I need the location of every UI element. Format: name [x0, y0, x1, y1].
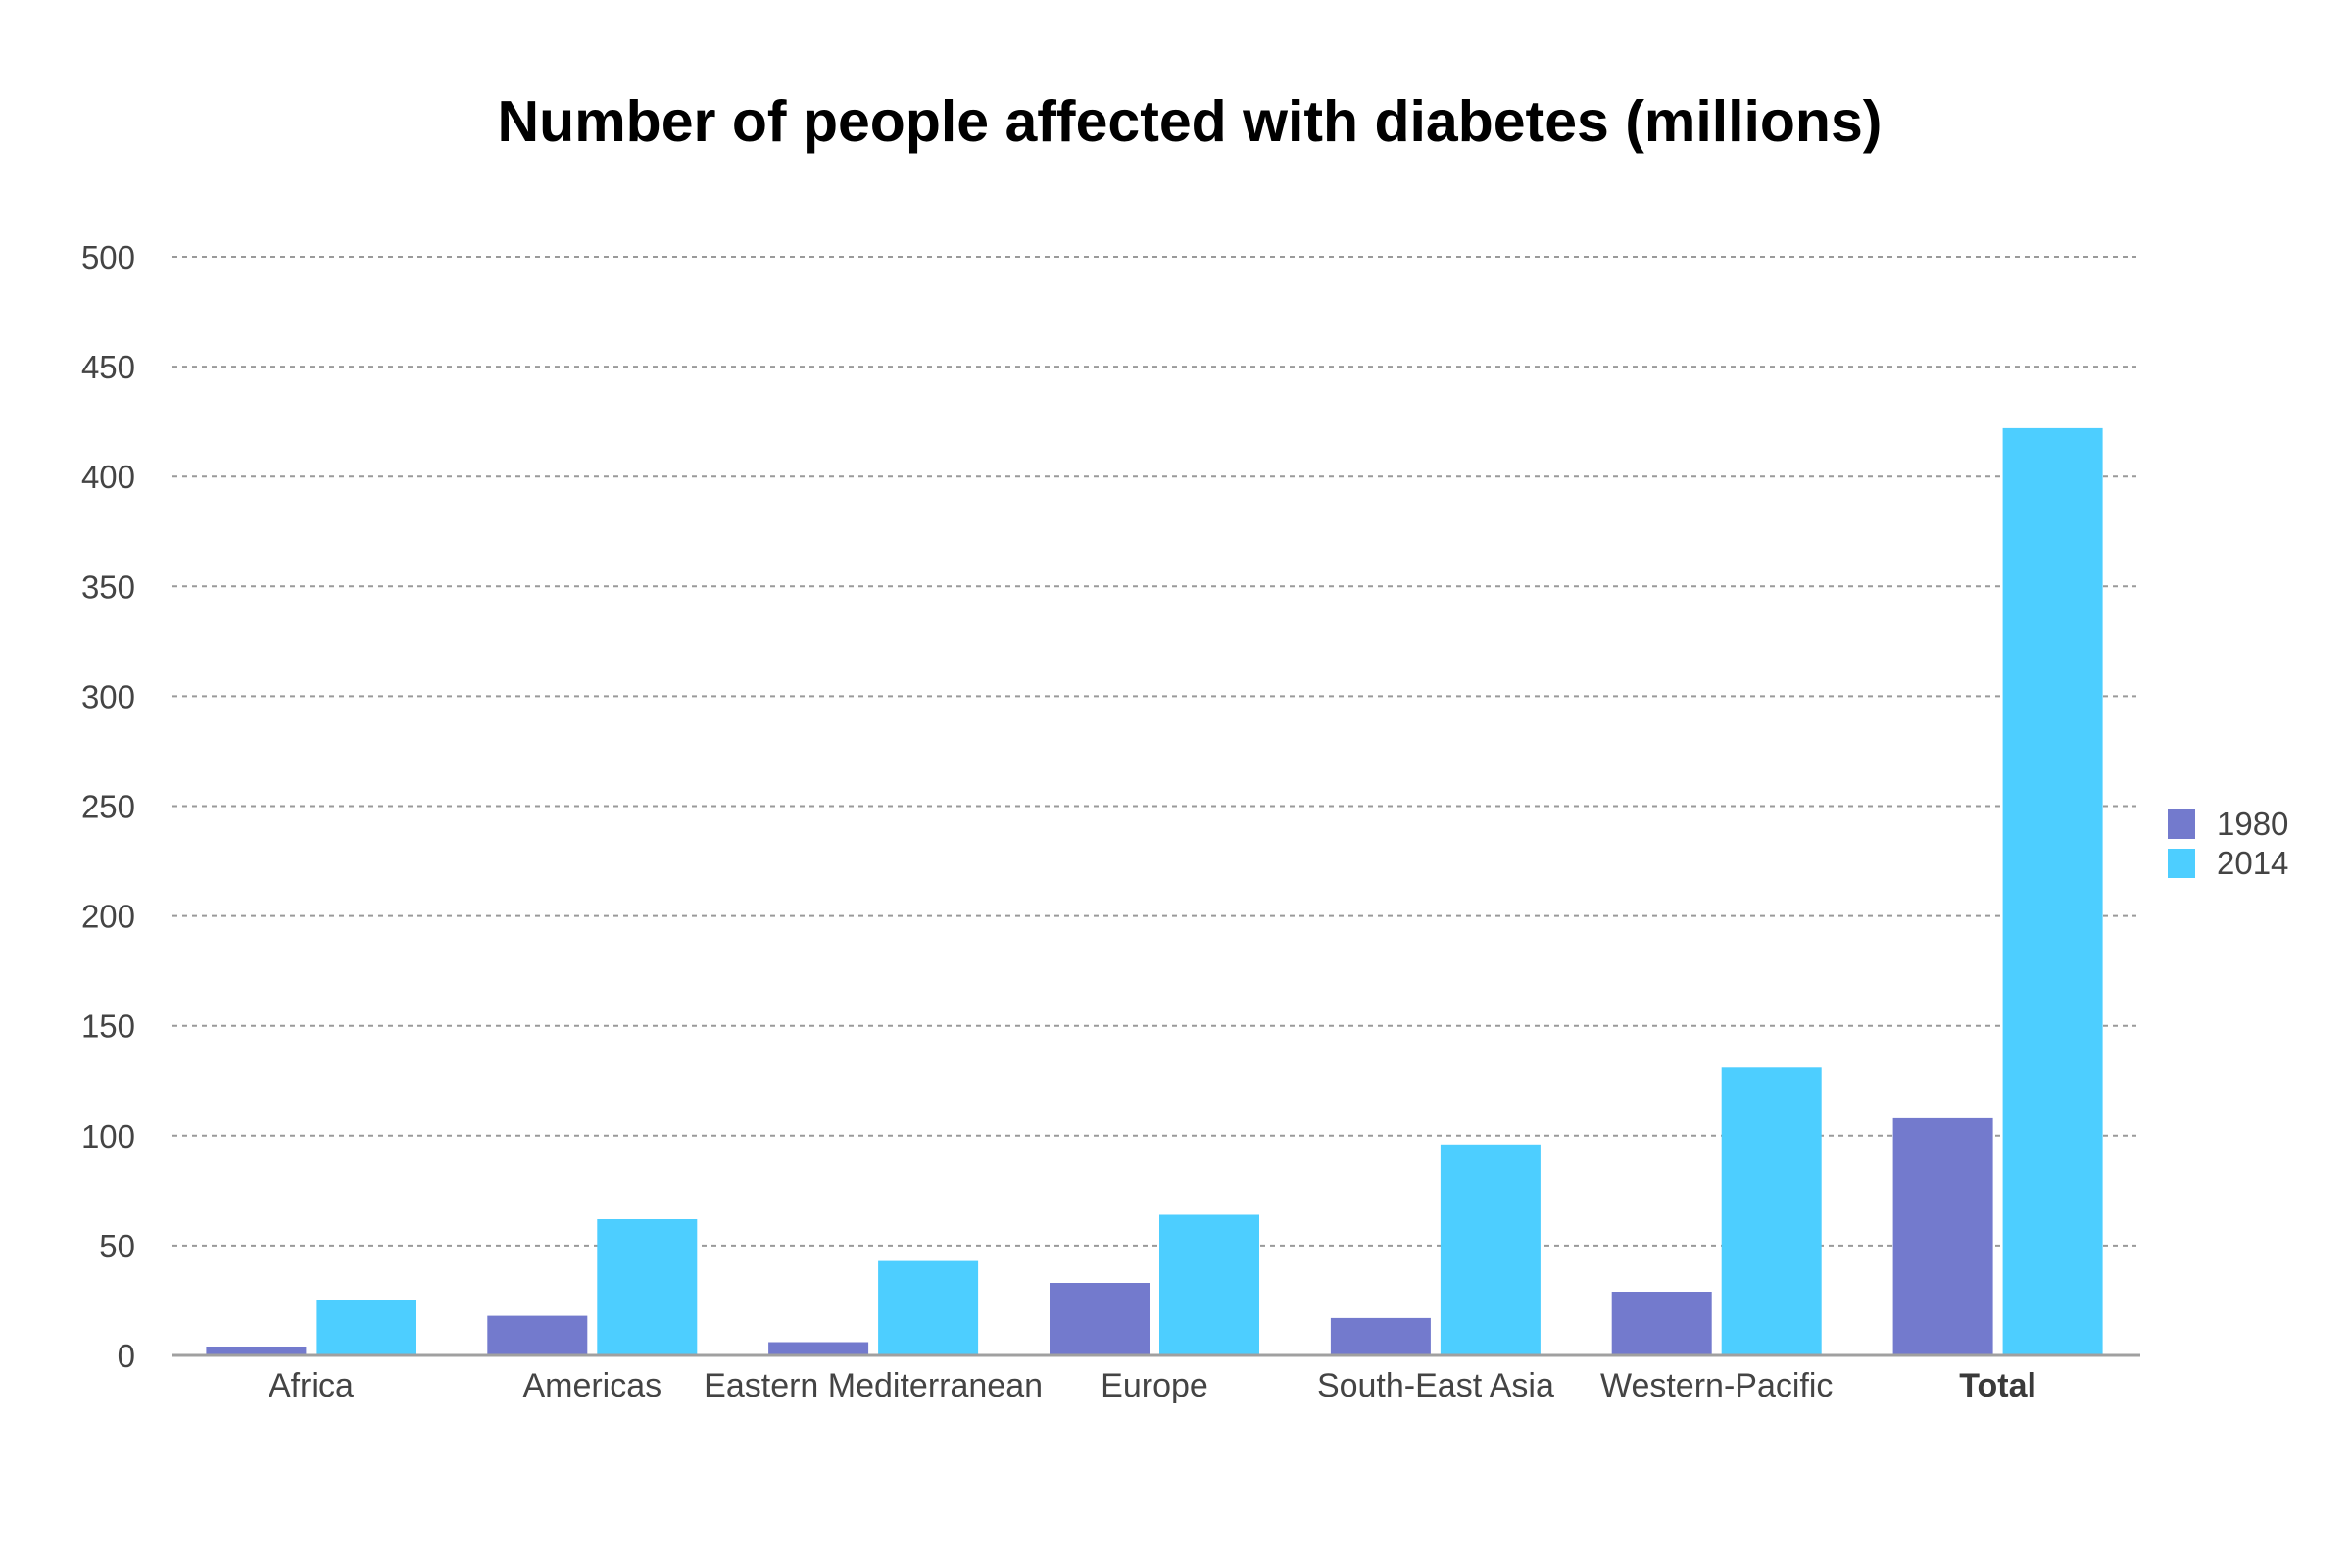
bar-south-east-asia-1980 [1330, 1317, 1431, 1355]
y-tick-label-300: 300 [81, 678, 135, 714]
x-tick-label-africa: Africa [269, 1367, 354, 1404]
y-tick-label-500: 500 [81, 239, 135, 275]
y-tick-label-450: 450 [81, 349, 135, 385]
bar-south-east-asia-2014 [1440, 1144, 1541, 1355]
x-axis-labels: Africa Americas Eastern Mediterranean Europ… [269, 1367, 2036, 1404]
gridlines [172, 256, 2136, 1247]
legend-label-2014: 2014 [2217, 845, 2288, 881]
y-tick-label-100: 100 [81, 1118, 135, 1154]
bar-africa-2014 [316, 1300, 416, 1355]
bar-western-pacific-1980 [1611, 1292, 1712, 1355]
x-tick-label-europe: Europe [1101, 1367, 1208, 1404]
bar-eastern-mediterranean-1980 [768, 1342, 869, 1355]
bar-europe-2014 [1159, 1214, 1259, 1355]
bars [206, 427, 2103, 1355]
legend-label-1980: 1980 [2217, 806, 2288, 842]
chart-title: Number of people affected with diabetes … [498, 89, 1883, 154]
y-tick-label-200: 200 [81, 899, 135, 935]
y-tick-label-350: 350 [81, 568, 135, 605]
bar-americas-1980 [487, 1315, 588, 1355]
y-tick-label-400: 400 [81, 459, 135, 495]
x-tick-label-western-pacific: Western-Pacific [1600, 1367, 1833, 1404]
y-tick-label-250: 250 [81, 789, 135, 825]
y-tick-label-0: 0 [118, 1338, 135, 1374]
x-tick-label-eastern-mediterranean: Eastern Mediterranean [704, 1367, 1043, 1404]
legend-swatch-1980 [2168, 809, 2195, 839]
bar-eastern-mediterranean-2014 [878, 1260, 979, 1355]
x-tick-label-americas: Americas [522, 1367, 662, 1404]
x-tick-label-total: Total [1959, 1367, 2036, 1404]
legend-swatch-2014 [2168, 849, 2195, 878]
bar-total-2014 [2002, 427, 2103, 1355]
bar-total-1980 [1892, 1117, 1993, 1355]
bar-africa-1980 [206, 1347, 307, 1355]
bar-western-pacific-2014 [1721, 1067, 1822, 1355]
bar-europe-1980 [1050, 1283, 1150, 1355]
y-axis-ticks: 0 50 100 150 200 250 300 350 400 450 500 [81, 239, 135, 1374]
y-tick-label-50: 50 [99, 1228, 135, 1264]
y-tick-label-150: 150 [81, 1008, 135, 1045]
x-tick-label-south-east-asia: South-East Asia [1317, 1367, 1554, 1404]
bar-americas-2014 [597, 1219, 698, 1355]
